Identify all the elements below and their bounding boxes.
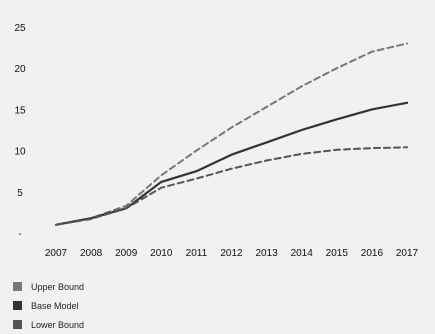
y-tick-label: 20 (14, 64, 26, 75)
y-tick-label: 5 (17, 188, 23, 199)
y-tick-label: 25 (14, 23, 26, 34)
x-tick-label: 2009 (115, 248, 138, 259)
legend-swatch-upper-bound (13, 282, 22, 291)
x-tick-label: 2015 (326, 248, 349, 259)
legend-swatch-base-model (13, 301, 22, 310)
legend: Upper Bound Base Model Lower Bound (13, 277, 84, 334)
x-tick-label: 2011 (186, 248, 208, 259)
x-tick-label: 2016 (361, 248, 384, 259)
x-tick-label: 2008 (80, 248, 103, 259)
x-tick-label: 2014 (291, 248, 314, 259)
series-line-upper-bound (55, 42, 408, 226)
x-tick-label: 2010 (150, 248, 173, 259)
series-line-base-model (54, 101, 409, 226)
legend-label-upper-bound: Upper Bound (31, 281, 85, 292)
x-tick-label: 2017 (396, 248, 419, 259)
x-tick-label: 2013 (255, 248, 278, 259)
y-tick-label: - (18, 229, 21, 240)
series-line-lower-bound (55, 146, 408, 226)
legend-swatch-lower-bound (13, 320, 22, 329)
legend-label-base-model: Base Model (31, 300, 79, 311)
legend-item-upper-bound: Upper Bound (13, 277, 84, 296)
x-tick-label: 2007 (45, 248, 68, 259)
x-tick-label: 2012 (220, 248, 243, 259)
y-tick-label: 10 (14, 147, 26, 158)
y-tick-label: 15 (14, 105, 26, 116)
legend-label-lower-bound: Lower Bound (31, 319, 85, 330)
legend-item-base-model: Base Model (13, 296, 84, 315)
legend-item-lower-bound: Lower Bound (13, 315, 84, 334)
